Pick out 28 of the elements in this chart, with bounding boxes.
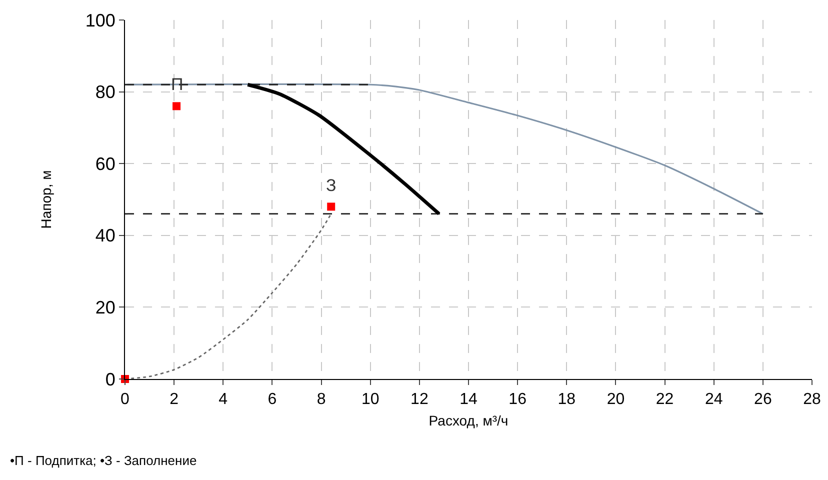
y-tick-label: 80 bbox=[95, 82, 116, 102]
x-tick-label: 6 bbox=[268, 391, 277, 408]
text: •П - Подпитка; •З - Заполнение bbox=[10, 453, 197, 468]
x-tick-label: 24 bbox=[704, 391, 723, 408]
annotation: З bbox=[326, 176, 336, 195]
y-tick-label: 0 bbox=[105, 369, 116, 390]
x-tick-label: 8 bbox=[316, 391, 326, 408]
x-tick-label: 12 bbox=[410, 391, 428, 408]
y-tick-label: 40 bbox=[95, 226, 116, 246]
line-series bbox=[246, 82, 441, 216]
x-tick-label: 18 bbox=[558, 391, 576, 408]
x-tick-label: 0 bbox=[120, 391, 130, 408]
x-tick-label: 2 bbox=[170, 391, 179, 408]
x-tick-label: 26 bbox=[754, 391, 772, 408]
x-tick-label: 10 bbox=[361, 391, 380, 408]
point bbox=[327, 202, 336, 211]
point bbox=[172, 102, 181, 110]
y-tick-label: 20 bbox=[95, 298, 116, 318]
x-tick-label: 4 bbox=[218, 391, 228, 408]
x-tick-label: 16 bbox=[508, 391, 527, 408]
x-axis-title: Расход, м³/ч bbox=[428, 412, 508, 428]
x-tick-label: 14 bbox=[460, 391, 478, 408]
x-tick-label: 20 bbox=[606, 391, 625, 408]
y-axis-title: Напор, м bbox=[38, 170, 54, 229]
y-tick-label: 100 bbox=[85, 10, 116, 30]
y-tick-label: 60 bbox=[95, 154, 116, 174]
x-tick-label: 22 bbox=[656, 391, 674, 408]
x-tick-label: 28 bbox=[803, 391, 821, 408]
